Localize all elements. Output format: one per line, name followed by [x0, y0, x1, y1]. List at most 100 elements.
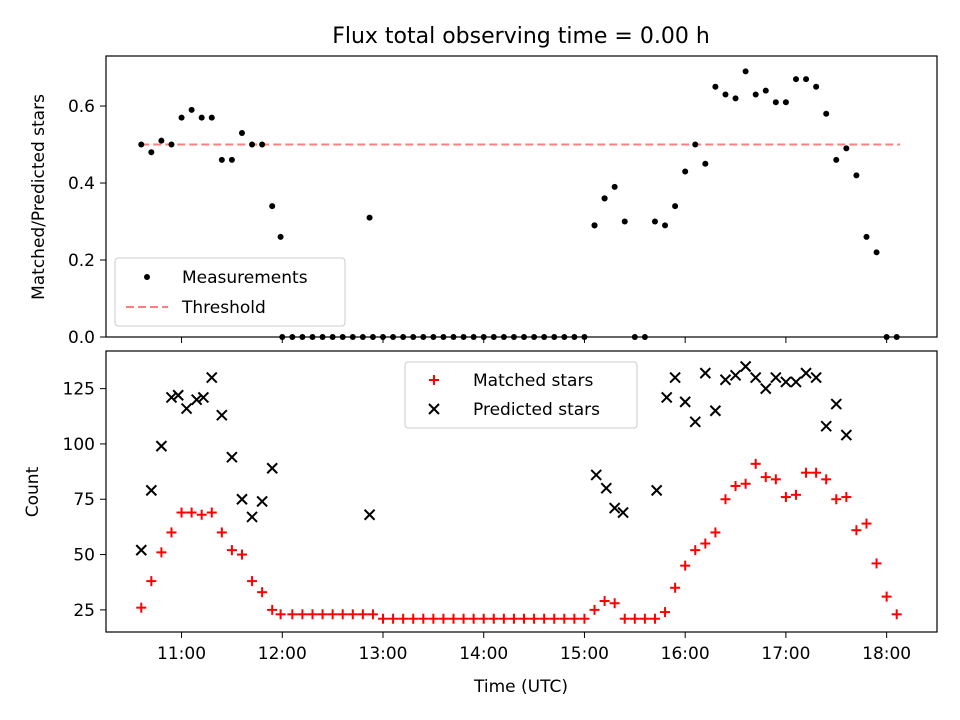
predicted-point-b	[669, 371, 681, 384]
x-tick-label-1: 12:00	[258, 644, 307, 664]
predicted-point	[800, 367, 812, 379]
predicted-point	[749, 371, 762, 384]
x-axis-label: Time (UTC)	[473, 677, 568, 697]
legend-measurements-label: Measurements	[182, 268, 308, 288]
matched-point	[519, 613, 530, 624]
predicted-point	[729, 369, 742, 382]
matched-point	[529, 613, 540, 624]
matched-point	[589, 604, 600, 615]
matched-point	[428, 613, 439, 624]
legend-measurements-marker	[144, 274, 150, 280]
top-legend-box	[114, 257, 346, 327]
predicted-point	[840, 429, 853, 441]
x-tick-label-2: 13:00	[359, 644, 408, 664]
predicted-point	[770, 371, 782, 384]
matched-point	[770, 474, 781, 485]
bottom-y-axis-label: Count	[23, 466, 43, 517]
bottom-axes-frame	[105, 350, 938, 633]
matched-point	[176, 507, 187, 518]
measurement-point	[853, 172, 860, 179]
predicted-point	[661, 391, 673, 404]
predicted-point-b	[699, 367, 712, 379]
bottom-legend: Matched stars Predicted stars	[404, 361, 638, 429]
matched-point	[690, 545, 701, 556]
predicted-point	[709, 405, 722, 417]
matched-point	[790, 489, 801, 500]
top-panel: 0.0 0.2 0.4 0.6 Matched/Predicted stars Mea…	[29, 55, 938, 348]
measurement-point	[823, 110, 830, 117]
matched-point	[146, 576, 157, 587]
predicted-point-b	[226, 451, 238, 463]
predicted-point-b	[145, 484, 158, 497]
predicted-point-b	[172, 389, 184, 401]
matched-point	[549, 613, 560, 624]
x-tick-label-0: 11:00	[157, 644, 206, 664]
predicted-point-b	[780, 376, 792, 388]
matched-point	[539, 613, 550, 624]
measurement-point	[621, 218, 628, 225]
predicted-point	[180, 402, 193, 415]
matched-point	[609, 598, 620, 609]
measurement-point	[843, 145, 850, 152]
top-plot-marks	[138, 68, 901, 340]
predicted-point	[135, 544, 147, 556]
matched-point	[438, 613, 449, 624]
predicted-point-b	[363, 509, 376, 521]
matched-point	[275, 609, 286, 620]
top-legend: Measurements Threshold	[114, 257, 346, 327]
top-y-tick-label-3: 0.6	[68, 97, 95, 117]
matched-point	[196, 509, 207, 520]
matched-point	[317, 609, 328, 620]
measurement-point	[218, 156, 225, 163]
measurement-point	[772, 99, 779, 106]
matched-point	[357, 609, 368, 620]
predicted-point-b	[689, 416, 701, 428]
top-y-tick-label-0: 0.0	[68, 328, 95, 348]
matched-point	[448, 613, 459, 624]
predicted-point-b	[590, 469, 602, 481]
measurement-point	[752, 91, 759, 98]
bottom-y-tick-label-0: 25	[73, 601, 95, 621]
matched-point	[136, 602, 147, 613]
predicted-point-b	[216, 409, 228, 421]
predicted-point-b	[135, 544, 147, 556]
top-axes-frame	[105, 55, 938, 338]
predicted-point	[190, 393, 203, 406]
measurement-point	[712, 83, 719, 90]
measurement-point	[238, 129, 245, 136]
measurement-point	[682, 168, 689, 175]
predicted-point	[689, 416, 701, 428]
predicted-point	[830, 398, 842, 410]
predicted-point-b	[206, 371, 218, 384]
predicted-point-b	[830, 398, 842, 410]
top-y-axis-label: Matched/Predicted stars	[29, 94, 49, 300]
measurement-point	[269, 203, 276, 210]
measurement-point	[833, 156, 840, 163]
measurement-point	[228, 156, 235, 163]
predicted-point-b	[760, 382, 772, 395]
predicted-point	[145, 484, 158, 497]
matched-point	[468, 613, 479, 624]
matched-point	[367, 609, 378, 620]
predicted-point-b	[190, 393, 203, 406]
matched-point	[700, 538, 711, 549]
measurement-point	[863, 233, 870, 240]
matched-point	[458, 613, 469, 624]
measurement-point	[873, 249, 880, 256]
legend-predicted-marker	[428, 403, 440, 415]
predicted-point-b	[608, 502, 621, 514]
matched-point	[639, 613, 650, 624]
legend-matched-marker	[429, 375, 439, 385]
predicted-point	[590, 469, 602, 481]
predicted-point	[608, 502, 621, 514]
predicted-point	[363, 509, 376, 521]
matched-point	[337, 609, 348, 620]
matched-point	[236, 549, 247, 560]
predicted-point	[236, 493, 248, 505]
measurement-point	[611, 183, 618, 190]
predicted-point	[256, 495, 268, 508]
predicted-point-b	[800, 367, 812, 379]
x-tick-label-5: 16:00	[661, 644, 710, 664]
predicted-point-b	[749, 371, 762, 384]
